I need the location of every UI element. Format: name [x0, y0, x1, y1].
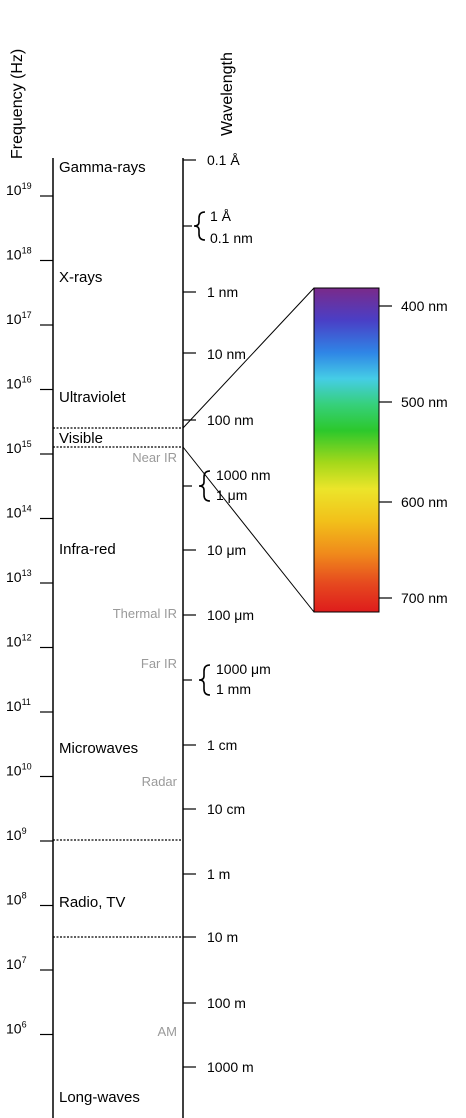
wl-label-1m: 1 m	[207, 866, 230, 882]
wl-label-10um: 10 μm	[207, 542, 246, 558]
band-microwaves: Microwaves	[59, 740, 138, 757]
wl-label-1nm: 1 nm	[207, 284, 238, 300]
wl-label-100m: 100 m	[207, 995, 246, 1011]
spectrum-label-500nm: 500 nm	[401, 394, 448, 410]
band-infra-red: Infra-red	[59, 541, 116, 558]
band-long-waves: Long-waves	[59, 1089, 140, 1106]
freq-tick-label: 1017	[6, 310, 32, 327]
freq-tick-label: 1010	[6, 762, 32, 779]
brace-1A	[193, 211, 206, 241]
freq-tick-label: 1014	[6, 504, 32, 521]
wl-label-1000m: 1000 m	[207, 1059, 254, 1075]
freq-tick-label: 106	[6, 1020, 27, 1037]
wl-label-10m: 10 m	[207, 929, 238, 945]
freq-tick-label: 1015	[6, 439, 32, 456]
wl-label-100um: 100 μm	[207, 607, 254, 623]
freq-tick-label: 1013	[6, 568, 32, 585]
spectrum-label-600nm: 600 nm	[401, 494, 448, 510]
band-gamma-rays: Gamma-rays	[59, 159, 146, 176]
spectrum-label-700nm: 700 nm	[401, 590, 448, 606]
visible-spectrum-bar	[313, 287, 380, 613]
frequency-ticks: 1019 1018 1017 1016 1015 1014 1013 1012 1011 1010…	[6, 181, 53, 1037]
freq-tick-label: 108	[6, 891, 27, 908]
band-radio-tv: Radio, TV	[59, 894, 125, 911]
wl-label-0.1A: 0.1 Å	[207, 152, 240, 168]
frequency-axis-title: Frequency (Hz)	[9, 49, 26, 159]
band-visible: Visible	[59, 430, 103, 447]
brace-1000um	[198, 664, 211, 696]
subband-far-ir: Far IR	[141, 656, 177, 671]
wl-label-1000um: 1000 μm	[216, 661, 271, 677]
wl-label-1000nm: 1000 nm	[216, 467, 270, 483]
subband-radar: Radar	[142, 774, 178, 789]
band-x-rays: X-rays	[59, 269, 102, 286]
freq-tick-label: 1011	[6, 697, 31, 714]
wl-label-1cm: 1 cm	[207, 737, 237, 753]
wl-label-0.1nm: 0.1 nm	[210, 230, 253, 246]
freq-tick-label: 1012	[6, 633, 32, 650]
wavelength-ticks	[183, 159, 196, 1068]
wl-label-10nm: 10 nm	[207, 346, 246, 362]
wl-label-1A: 1 Å	[210, 208, 232, 224]
spectrum-label-400nm: 400 nm	[401, 298, 448, 314]
subband-near-ir: Near IR	[132, 450, 177, 465]
band-ultraviolet: Ultraviolet	[59, 389, 127, 406]
zoom-line-bottom	[182, 446, 315, 613]
freq-tick-label: 1019	[6, 181, 32, 198]
freq-tick-label: 1016	[6, 375, 32, 392]
freq-tick-label: 107	[6, 955, 27, 972]
spectrum-ticks	[379, 305, 392, 599]
wl-label-1mm: 1 mm	[216, 681, 251, 697]
freq-tick-label: 109	[6, 826, 27, 843]
subband-thermal-ir: Thermal IR	[113, 606, 177, 621]
subband-am: AM	[158, 1024, 178, 1039]
wl-label-10cm: 10 cm	[207, 801, 245, 817]
wavelength-axis-title: Wavelength	[219, 52, 236, 136]
zoom-line-top	[182, 287, 315, 429]
freq-tick-label: 1018	[6, 246, 32, 263]
brace-1000nm	[198, 470, 211, 502]
wl-label-100nm: 100 nm	[207, 412, 254, 428]
